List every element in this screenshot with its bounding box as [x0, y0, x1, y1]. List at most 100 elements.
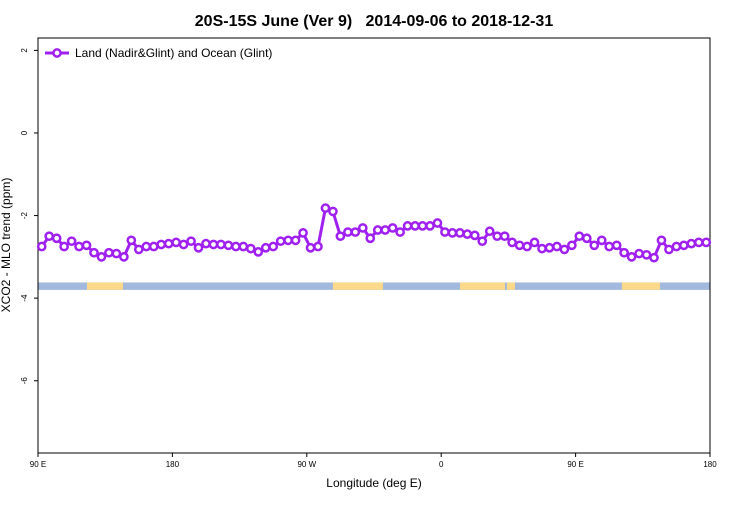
- data-point: [335, 231, 346, 242]
- data-point: [89, 247, 99, 258]
- data-point: [462, 229, 473, 239]
- x-axis-label: Longitude (deg E): [326, 476, 421, 490]
- data-point: [477, 236, 488, 247]
- data-point: [469, 230, 480, 241]
- data-point: [141, 241, 152, 252]
- data-point: [81, 240, 92, 251]
- data-point: [178, 239, 189, 250]
- data-point: [74, 241, 84, 252]
- data-point: [365, 233, 376, 244]
- data-point: [372, 225, 383, 235]
- data-point: [701, 237, 712, 248]
- data-point: [313, 241, 323, 252]
- land-band: [86, 282, 123, 290]
- x-tick-label: 90 E: [30, 460, 46, 469]
- data-point: [350, 227, 361, 237]
- data-point: [148, 241, 159, 252]
- land-band: [460, 282, 505, 290]
- y-tick-label: 0: [20, 130, 29, 135]
- data-point: [664, 244, 674, 255]
- data-point: [44, 231, 55, 242]
- data-point: [604, 241, 615, 252]
- data-point: [440, 227, 450, 237]
- data-point: [357, 223, 368, 233]
- data-point: [305, 242, 316, 253]
- legend-marker: [52, 48, 62, 58]
- data-point: [402, 221, 413, 231]
- data-point: [268, 241, 279, 252]
- data-point: [656, 235, 667, 246]
- y-tick-label: -4: [20, 294, 29, 302]
- data-point: [544, 242, 555, 253]
- data-point: [111, 248, 122, 259]
- data-point: [499, 231, 510, 242]
- data-point: [649, 252, 659, 263]
- data-point: [492, 231, 503, 242]
- data-point: [245, 243, 256, 254]
- data-point: [59, 241, 69, 252]
- y-tick-label: -2: [20, 211, 29, 219]
- data-point: [163, 238, 174, 249]
- data-point: [260, 242, 271, 253]
- data-point: [126, 235, 137, 246]
- data-point: [626, 252, 637, 262]
- data-point: [611, 240, 622, 251]
- x-tick-label: 0: [439, 460, 444, 469]
- data-point: [522, 241, 532, 252]
- data-point: [619, 247, 629, 258]
- data-point: [686, 238, 697, 249]
- land-band: [621, 282, 660, 290]
- data-point: [514, 240, 525, 251]
- data-point: [119, 252, 129, 262]
- data-point: [290, 235, 301, 246]
- data-point: [298, 228, 308, 238]
- data-point: [193, 242, 204, 253]
- legend-label: Land (Nadir&Glint) and Ocean (Glint): [75, 46, 272, 60]
- y-tick-label: 2: [20, 48, 29, 53]
- data-point: [559, 244, 570, 255]
- data-point: [104, 247, 114, 258]
- data-point: [275, 236, 286, 247]
- land-band: [332, 282, 383, 290]
- data-point: [425, 221, 435, 231]
- x-tick-label: 90 W: [297, 460, 316, 469]
- data-point: [581, 233, 592, 244]
- data-point: [96, 252, 107, 262]
- data-point: [634, 248, 644, 259]
- data-point: [567, 240, 577, 251]
- data-point: [171, 237, 181, 248]
- data-point: [679, 240, 689, 251]
- y-tick-label: -6: [20, 377, 29, 385]
- data-point: [186, 236, 196, 247]
- data-point: [537, 243, 547, 254]
- data-point: [507, 237, 517, 248]
- data-point: [36, 241, 47, 252]
- data-point: [484, 226, 495, 237]
- data-point: [417, 221, 428, 231]
- data-point: [552, 241, 562, 252]
- data-point: [387, 223, 398, 233]
- data-point: [395, 227, 405, 237]
- data-point: [641, 249, 652, 260]
- data-point: [201, 238, 211, 249]
- x-tick-label: 90 E: [567, 460, 583, 469]
- x-tick-label: 180: [166, 460, 180, 469]
- data-point: [283, 235, 293, 246]
- data-point: [328, 206, 338, 217]
- data-point: [238, 241, 249, 252]
- land-band: [506, 282, 515, 290]
- data-point: [432, 218, 443, 228]
- data-point: [574, 231, 585, 242]
- data-point: [216, 239, 226, 250]
- data-point: [447, 228, 458, 238]
- x-tick-label: 180: [703, 460, 717, 469]
- data-point: [693, 237, 704, 248]
- data-point: [156, 239, 167, 250]
- data-point: [671, 241, 682, 252]
- data-point: [320, 203, 331, 213]
- chart-title: 20S-15S June (Ver 9) 2014-09-06 to 2018-…: [195, 13, 554, 30]
- data-point: [253, 247, 264, 257]
- data-point: [223, 240, 234, 251]
- data-point: [410, 221, 420, 231]
